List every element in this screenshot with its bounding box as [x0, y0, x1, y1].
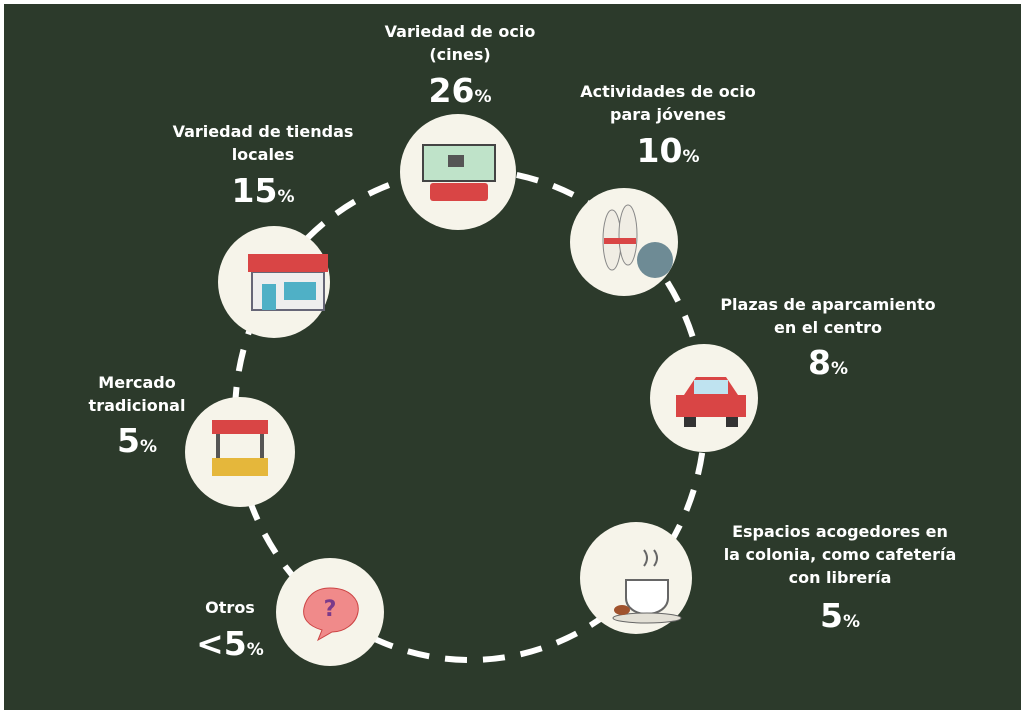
percent-value: <5: [196, 624, 247, 663]
icon-cinema: [422, 144, 496, 201]
percent-value: 5: [117, 421, 140, 460]
percent-unit: %: [140, 437, 157, 457]
node-label: Otros: [205, 598, 255, 617]
icon-market: [212, 420, 268, 476]
node-label: locales: [232, 145, 295, 164]
icon-coffee: [612, 549, 682, 624]
icon-bowling: [602, 204, 673, 278]
percent-unit: %: [247, 640, 264, 660]
node-percent: 5%: [820, 596, 860, 635]
percent-unit: %: [831, 359, 848, 379]
node-percent: 10%: [637, 131, 700, 170]
percent-unit: %: [277, 187, 294, 207]
node-label: la colonia, como cafetería: [724, 545, 957, 564]
percent-unit: %: [682, 147, 699, 167]
node-label: Plazas de aparcamiento: [720, 295, 935, 314]
icon-circle: [185, 397, 295, 507]
node-percent: 5%: [117, 421, 157, 460]
node-label: Mercado: [98, 373, 175, 392]
svg-text:?: ?: [324, 597, 337, 622]
node-percent: 26%: [429, 71, 492, 110]
node-label: Variedad de ocio: [385, 22, 536, 41]
percent-value: 10: [637, 131, 683, 170]
node-label: tradicional: [89, 396, 186, 415]
percent-value: 8: [808, 343, 831, 382]
icon-question: ?: [303, 587, 359, 642]
percent-unit: %: [474, 87, 491, 107]
node-label: con librería: [789, 568, 892, 587]
node-percent: <5%: [196, 624, 264, 663]
percent-value: 26: [429, 71, 475, 110]
percent-unit: %: [843, 612, 860, 632]
node-label: en el centro: [774, 318, 882, 337]
node-label: Variedad de tiendas: [173, 122, 354, 141]
background: [4, 4, 1021, 710]
icon-car: [676, 377, 746, 427]
node-label: Espacios acogedores en: [732, 522, 948, 541]
node-label: para jóvenes: [610, 105, 726, 124]
node-percent: 8%: [808, 343, 848, 382]
node-label: (cines): [429, 45, 490, 64]
icon-shop: [248, 254, 328, 311]
percent-value: 15: [232, 171, 278, 210]
node-label: Actividades de ocio: [580, 82, 755, 101]
percent-value: 5: [820, 596, 843, 635]
node-percent: 15%: [232, 171, 295, 210]
